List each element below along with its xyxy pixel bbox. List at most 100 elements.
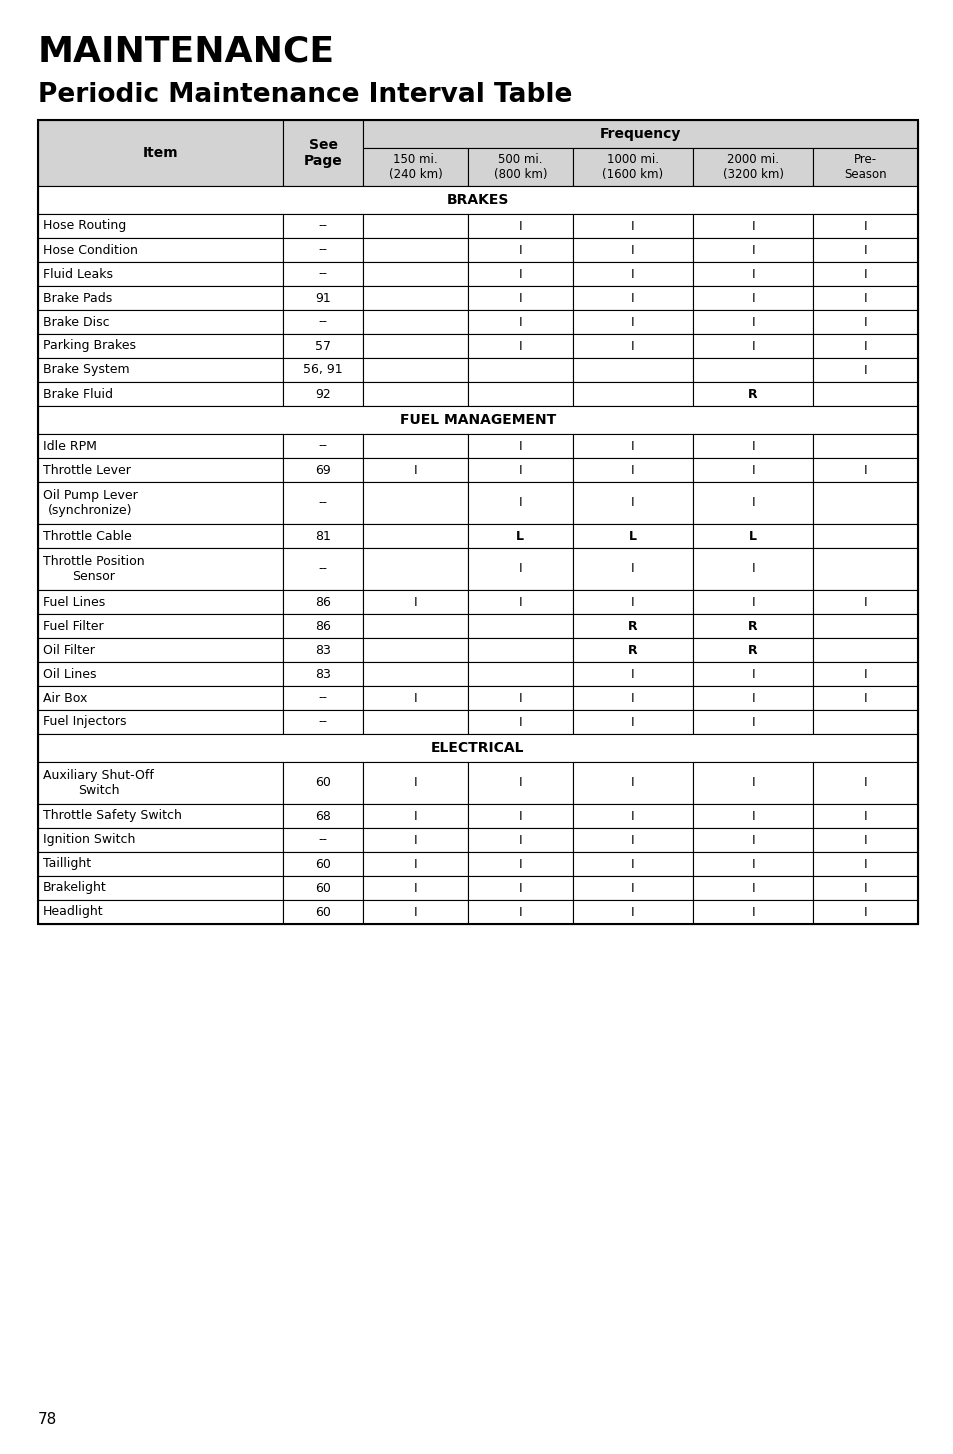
Text: I: I: [751, 667, 754, 680]
Bar: [692, 662, 813, 686]
Bar: [572, 590, 692, 614]
Text: 83: 83: [314, 667, 331, 680]
Text: I: I: [414, 596, 417, 609]
Bar: [38, 186, 917, 214]
Text: I: I: [862, 596, 866, 609]
Text: I: I: [518, 596, 521, 609]
Text: I: I: [751, 339, 754, 352]
Bar: [38, 262, 283, 286]
Bar: [813, 262, 917, 286]
Bar: [38, 334, 283, 358]
Text: Fuel Injectors: Fuel Injectors: [43, 715, 127, 728]
Text: I: I: [630, 776, 634, 790]
Bar: [692, 804, 813, 827]
Text: I: I: [414, 776, 417, 790]
Text: I: I: [751, 439, 754, 452]
Bar: [283, 662, 363, 686]
Text: Air Box: Air Box: [43, 692, 88, 705]
Bar: [572, 334, 692, 358]
Bar: [38, 433, 283, 458]
Bar: [468, 382, 572, 406]
Bar: [363, 433, 468, 458]
Text: --: --: [318, 715, 327, 728]
Bar: [572, 148, 692, 186]
Text: Brake Pads: Brake Pads: [43, 291, 112, 304]
Text: I: I: [751, 496, 754, 509]
Text: --: --: [318, 316, 327, 329]
Text: Auxiliary Shut-Off
Switch: Auxiliary Shut-Off Switch: [43, 769, 153, 797]
Text: I: I: [414, 464, 417, 477]
Text: --: --: [318, 563, 327, 576]
Text: I: I: [862, 464, 866, 477]
Bar: [283, 382, 363, 406]
Text: I: I: [862, 776, 866, 790]
Bar: [813, 548, 917, 590]
Text: I: I: [751, 243, 754, 256]
Text: Parking Brakes: Parking Brakes: [43, 339, 136, 352]
Text: I: I: [862, 858, 866, 871]
Bar: [38, 662, 283, 686]
Text: Oil Pump Lever
(synchronize): Oil Pump Lever (synchronize): [43, 489, 137, 518]
Text: I: I: [751, 715, 754, 728]
Text: Brake Fluid: Brake Fluid: [43, 388, 112, 400]
Bar: [38, 406, 917, 433]
Text: I: I: [630, 906, 634, 919]
Text: I: I: [414, 810, 417, 823]
Text: Throttle Safety Switch: Throttle Safety Switch: [43, 810, 182, 823]
Bar: [813, 148, 917, 186]
Text: L: L: [628, 529, 637, 542]
Text: R: R: [747, 619, 757, 632]
Bar: [363, 662, 468, 686]
Text: I: I: [630, 563, 634, 576]
Bar: [38, 121, 917, 923]
Bar: [283, 121, 363, 186]
Text: I: I: [862, 906, 866, 919]
Text: 150 mi.
(240 km): 150 mi. (240 km): [388, 153, 442, 180]
Text: 69: 69: [314, 464, 331, 477]
Bar: [692, 900, 813, 923]
Bar: [283, 804, 363, 827]
Text: I: I: [518, 776, 521, 790]
Text: I: I: [862, 364, 866, 377]
Bar: [572, 548, 692, 590]
Bar: [692, 310, 813, 334]
Bar: [692, 548, 813, 590]
Bar: [363, 804, 468, 827]
Bar: [468, 614, 572, 638]
Bar: [363, 875, 468, 900]
Text: Pre-
Season: Pre- Season: [843, 153, 886, 180]
Bar: [813, 334, 917, 358]
Text: Hose Condition: Hose Condition: [43, 243, 138, 256]
Bar: [468, 286, 572, 310]
Bar: [813, 804, 917, 827]
Text: I: I: [630, 596, 634, 609]
Bar: [692, 481, 813, 523]
Bar: [283, 614, 363, 638]
Bar: [468, 148, 572, 186]
Bar: [572, 804, 692, 827]
Text: --: --: [318, 439, 327, 452]
Text: I: I: [862, 291, 866, 304]
Text: Brakelight: Brakelight: [43, 881, 107, 894]
Bar: [572, 382, 692, 406]
Bar: [38, 762, 283, 804]
Text: I: I: [630, 291, 634, 304]
Text: Hose Routing: Hose Routing: [43, 220, 126, 233]
Bar: [363, 827, 468, 852]
Bar: [813, 310, 917, 334]
Bar: [363, 548, 468, 590]
Text: I: I: [518, 496, 521, 509]
Text: MAINTENANCE: MAINTENANCE: [38, 35, 335, 68]
Bar: [283, 686, 363, 710]
Bar: [468, 262, 572, 286]
Bar: [692, 214, 813, 238]
Text: I: I: [414, 858, 417, 871]
Text: Periodic Maintenance Interval Table: Periodic Maintenance Interval Table: [38, 81, 572, 108]
Bar: [468, 852, 572, 875]
Bar: [468, 710, 572, 734]
Text: I: I: [862, 833, 866, 846]
Text: 92: 92: [314, 388, 331, 400]
Bar: [468, 481, 572, 523]
Text: I: I: [630, 858, 634, 871]
Bar: [38, 548, 283, 590]
